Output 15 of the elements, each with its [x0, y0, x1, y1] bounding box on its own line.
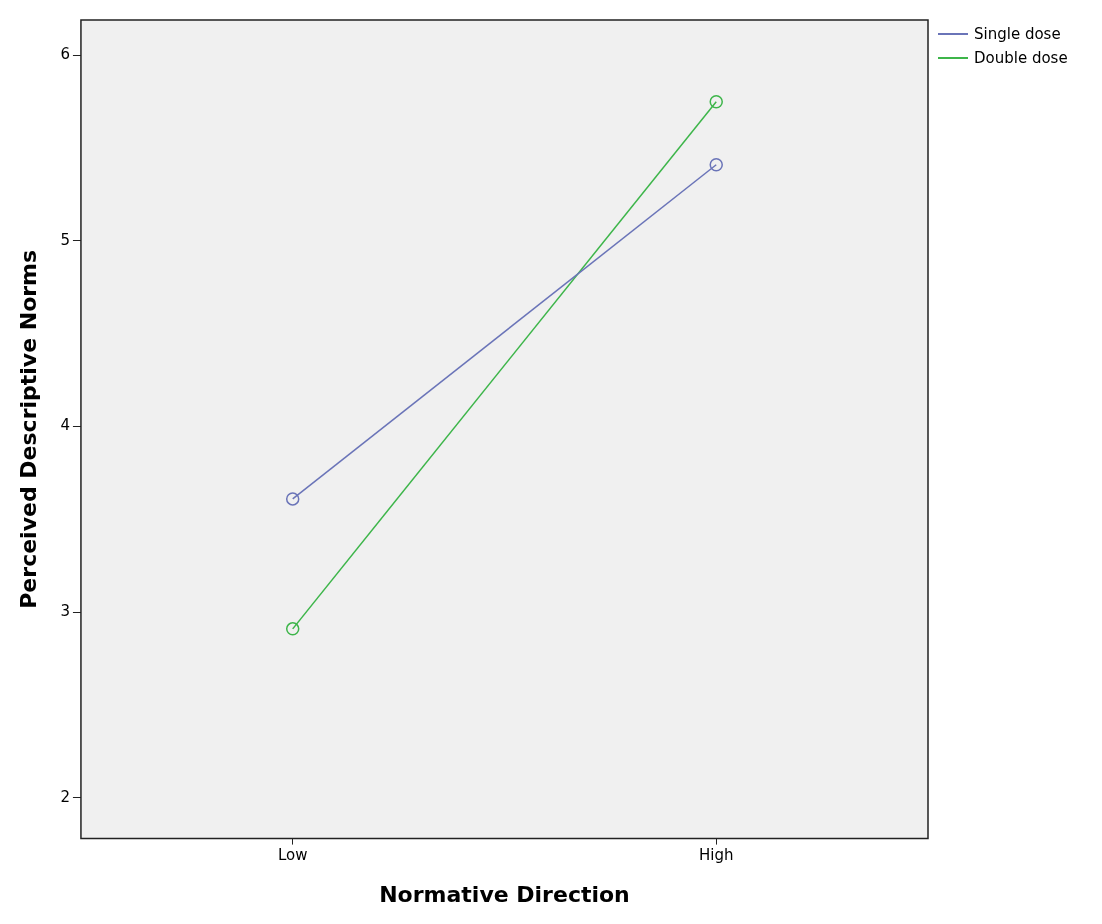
point: [709, 158, 723, 172]
y-tick-label: 5: [60, 230, 70, 249]
legend-label: Double dose: [974, 49, 1068, 67]
x-axis-title: Normative Direction: [379, 881, 630, 907]
legend-label: Single dose: [974, 25, 1061, 43]
y-tick-label: 4: [60, 416, 70, 435]
point: [709, 94, 723, 109]
y-tick-label: 6: [60, 45, 70, 64]
y-tick-label: 2: [60, 787, 70, 806]
point: [285, 622, 300, 636]
x-tick-label: High: [698, 846, 734, 865]
x-tick-label: Low: [277, 846, 308, 865]
y-tick-label: 3: [60, 602, 70, 621]
point: [285, 492, 300, 506]
y-axis-title: Perceived Descriptive Norms: [15, 249, 41, 609]
